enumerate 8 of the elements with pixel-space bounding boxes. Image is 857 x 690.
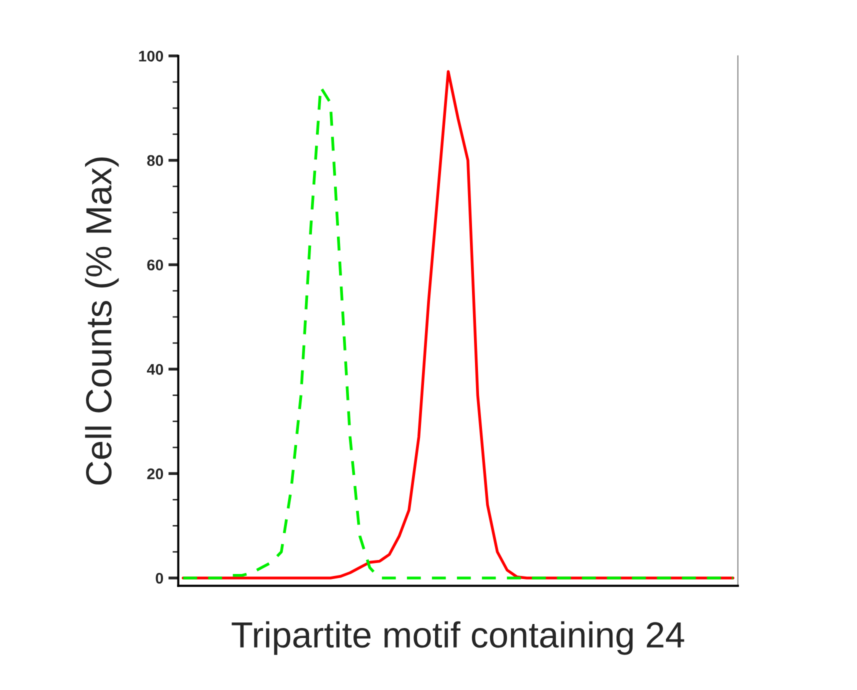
y-tick-label: 60: [147, 260, 164, 270]
y-tick-label: 40: [146, 364, 164, 375]
y-axis-title: Cell Counts (% Max): [85, 158, 119, 485]
x-axis-title: Tripartite motif containing 24: [232, 621, 684, 655]
y-tick-label: 100: [139, 50, 164, 62]
y-tick-label: 80: [147, 155, 164, 166]
y-tick-label: 0: [156, 572, 164, 584]
y-tick-label: 20: [147, 468, 164, 480]
